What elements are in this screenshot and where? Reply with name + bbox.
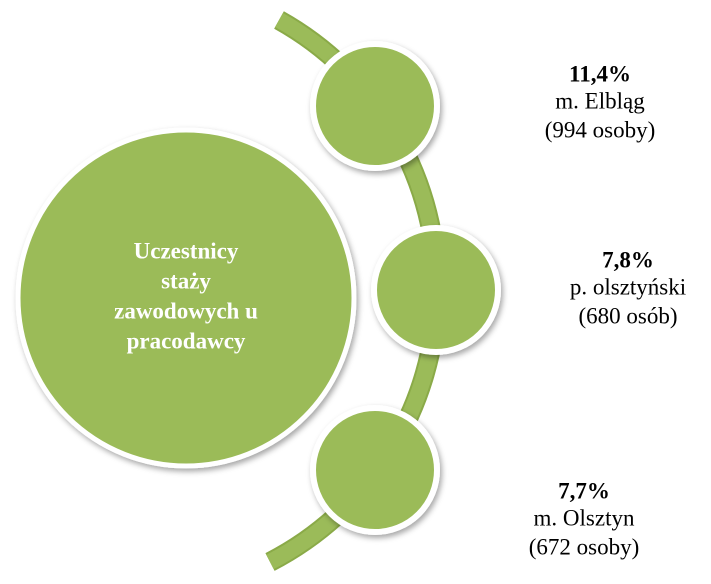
item-count: (680 osób) xyxy=(578,303,677,328)
item-percent: 7,7% xyxy=(558,478,610,503)
item-labels: 11,4%m. Elbląg (994 osoby) 7,8%p. olsztyńs… xyxy=(529,61,686,559)
center-line: pracodawcy xyxy=(127,328,246,353)
center-label: Uczestnicy staży zawodowych u pracodawcy xyxy=(114,238,258,353)
item-circle xyxy=(310,405,440,535)
item-name: p. olsztyński xyxy=(570,274,686,299)
item-name: m. Elbląg xyxy=(555,88,645,113)
center-line: zawodowych u xyxy=(114,298,258,323)
item-count: (672 osoby) xyxy=(529,534,640,559)
item-percent: 7,8% xyxy=(602,247,654,272)
item-percent: 11,4% xyxy=(569,61,631,86)
item-circle xyxy=(371,225,501,355)
item-count: (994 osoby) xyxy=(545,117,656,142)
item-circle xyxy=(310,41,440,171)
item-name: m. Olsztyn xyxy=(534,505,635,530)
center-circle xyxy=(15,127,357,469)
center-line: staży xyxy=(161,268,211,293)
center-line: Uczestnicy xyxy=(134,238,239,263)
